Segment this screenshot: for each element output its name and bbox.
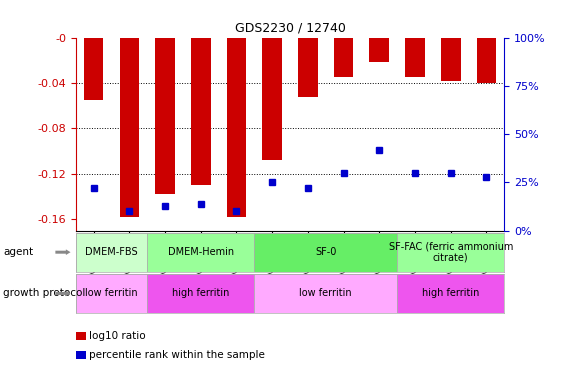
Bar xyxy=(370,38,389,63)
Text: agent: agent xyxy=(3,247,33,257)
Bar xyxy=(84,38,103,100)
Bar xyxy=(397,232,504,272)
Bar xyxy=(147,274,254,313)
Text: high ferritin: high ferritin xyxy=(172,288,230,298)
Text: high ferritin: high ferritin xyxy=(422,288,479,298)
Bar xyxy=(334,38,353,77)
Bar xyxy=(405,38,425,77)
Bar xyxy=(227,38,246,217)
Bar xyxy=(254,274,397,313)
Bar xyxy=(254,232,397,272)
Text: SF-0: SF-0 xyxy=(315,247,336,257)
Bar xyxy=(397,274,504,313)
Bar xyxy=(155,38,175,194)
Bar xyxy=(298,38,318,97)
Text: SF-FAC (ferric ammonium
citrate): SF-FAC (ferric ammonium citrate) xyxy=(388,242,513,263)
Bar xyxy=(76,232,147,272)
Bar xyxy=(120,38,139,217)
Text: growth protocol: growth protocol xyxy=(3,288,85,298)
Title: GDS2230 / 12740: GDS2230 / 12740 xyxy=(234,22,346,35)
Bar xyxy=(262,38,282,160)
Text: DMEM-Hemin: DMEM-Hemin xyxy=(168,247,234,257)
Text: low ferritin: low ferritin xyxy=(300,288,352,298)
Bar xyxy=(441,38,461,81)
Bar xyxy=(477,38,496,83)
Bar xyxy=(191,38,210,185)
Bar xyxy=(76,274,147,313)
Text: DMEM-FBS: DMEM-FBS xyxy=(85,247,138,257)
Text: log10 ratio: log10 ratio xyxy=(89,331,145,341)
Text: low ferritin: low ferritin xyxy=(85,288,138,298)
Text: percentile rank within the sample: percentile rank within the sample xyxy=(89,350,265,360)
Bar xyxy=(147,232,254,272)
